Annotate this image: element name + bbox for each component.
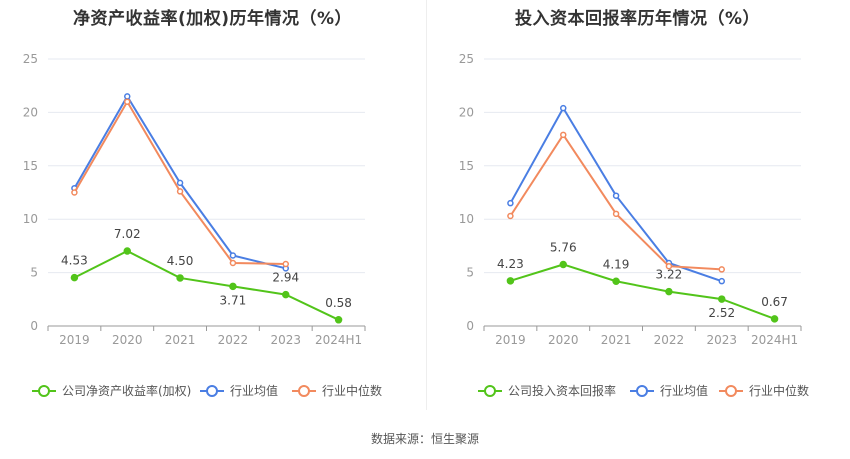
- legend-item-2[interactable]: 行业中位数: [292, 383, 382, 398]
- series-line-2: [509, 133, 722, 271]
- data-point: [612, 277, 620, 286]
- legend-marker: [484, 385, 496, 397]
- data-point: [229, 252, 237, 259]
- data-label: 4.19: [603, 257, 630, 271]
- data-point: [665, 287, 673, 296]
- data-point: [507, 212, 514, 220]
- x-tick-label: 2020: [548, 333, 579, 347]
- data-label: 0.67: [761, 295, 788, 309]
- legend-label: 行业中位数: [322, 383, 382, 398]
- data-point: [718, 277, 725, 285]
- x-tick-label: 2020: [112, 333, 143, 347]
- data-point: [560, 104, 567, 112]
- chart-panel-1: 0 5 10 15 20 25 2019 2020 2021 2022 2023 2024H1 4.23…: [459, 52, 809, 398]
- data-point: [176, 188, 184, 195]
- data-label: 3.71: [220, 293, 247, 307]
- legend-item-2[interactable]: 行业中位数: [719, 383, 809, 398]
- data-point: [612, 210, 620, 218]
- data-point: [229, 282, 237, 291]
- data-label: 4.53: [61, 254, 88, 268]
- legend-label: 公司投入资本回报率: [508, 383, 616, 398]
- data-point: [124, 93, 131, 100]
- legend-item-1[interactable]: 行业均值: [200, 383, 278, 398]
- x-tick-label: 2022: [654, 333, 685, 347]
- x-tick-label: 2022: [218, 333, 249, 347]
- legend-marker: [725, 385, 737, 397]
- data-point: [229, 259, 237, 267]
- data-label: 0.58: [325, 296, 352, 310]
- data-label: 4.23: [497, 257, 524, 271]
- legend-item-1[interactable]: 行业均值: [630, 383, 708, 398]
- data-point: [334, 316, 343, 324]
- legend-marker: [38, 385, 50, 397]
- data-point: [718, 266, 725, 273]
- x-tick-label: 2023: [270, 333, 301, 347]
- y-tick-label: 15: [459, 159, 474, 173]
- legend-item-0[interactable]: 公司净资产收益率(加权): [32, 383, 191, 398]
- data-point: [176, 274, 184, 282]
- x-tick-label: 2024H1: [315, 333, 362, 347]
- y-tick-label: 20: [23, 105, 38, 119]
- legend-label: 行业均值: [230, 383, 278, 398]
- data-point: [282, 260, 289, 268]
- data-point: [70, 273, 79, 282]
- legend-marker: [298, 385, 310, 397]
- y-tick-label: 0: [466, 319, 474, 333]
- y-tick-label: 5: [30, 266, 38, 280]
- series-line-0: [510, 263, 775, 320]
- data-point: [665, 262, 673, 270]
- data-label: 4.50: [167, 254, 194, 268]
- y-tick-label: 10: [459, 212, 474, 226]
- data-source-note: 数据来源：恒生聚源: [370, 432, 479, 446]
- legend-label: 行业中位数: [749, 383, 809, 398]
- data-point: [718, 295, 726, 303]
- y-tick-label: 0: [30, 319, 38, 333]
- data-point: [507, 199, 514, 207]
- x-tick-label: 2024H1: [751, 333, 798, 347]
- x-tick-label: 2019: [495, 333, 526, 347]
- data-label: 3.22: [656, 268, 683, 282]
- chart-panel-0: 0 5 10 15 20 25 2019 2020 2021 2022 2023 2024H1 4.53…: [23, 52, 382, 398]
- data-label: 7.02: [114, 227, 141, 241]
- chart-title-left: 净资产收益率(加权)历年情况（%）: [72, 9, 353, 29]
- x-tick-label: 2021: [165, 333, 196, 347]
- data-point: [124, 98, 131, 105]
- data-point: [176, 179, 184, 187]
- x-tick-label: 2019: [59, 333, 90, 347]
- data-point: [282, 290, 290, 299]
- data-point: [559, 260, 567, 269]
- legend-label: 行业均值: [660, 383, 708, 398]
- data-label: 2.94: [272, 271, 299, 285]
- data-label: 5.76: [550, 240, 577, 254]
- y-tick-label: 25: [23, 52, 38, 66]
- legend-marker: [206, 385, 218, 397]
- panel-divider: [426, 0, 427, 410]
- data-point: [612, 192, 620, 199]
- data-point: [560, 131, 567, 139]
- chart-title-right: 投入资本回报率历年情况（%）: [514, 9, 761, 29]
- series-line-0: [73, 249, 340, 321]
- x-tick-label: 2023: [706, 333, 737, 347]
- data-point: [123, 247, 131, 255]
- legend-label: 公司净资产收益率(加权): [62, 383, 191, 398]
- data-point: [770, 315, 779, 323]
- y-tick-label: 15: [23, 159, 38, 173]
- legend-marker: [636, 385, 648, 397]
- data-point: [71, 189, 78, 196]
- y-tick-label: 10: [23, 212, 38, 226]
- y-tick-label: 20: [459, 105, 474, 119]
- y-tick-label: 25: [459, 52, 474, 66]
- y-tick-label: 5: [466, 266, 474, 280]
- x-tick-label: 2021: [601, 333, 632, 347]
- legend-item-0[interactable]: 公司投入资本回报率: [478, 383, 616, 398]
- data-label: 2.52: [708, 306, 735, 320]
- data-point: [506, 277, 515, 285]
